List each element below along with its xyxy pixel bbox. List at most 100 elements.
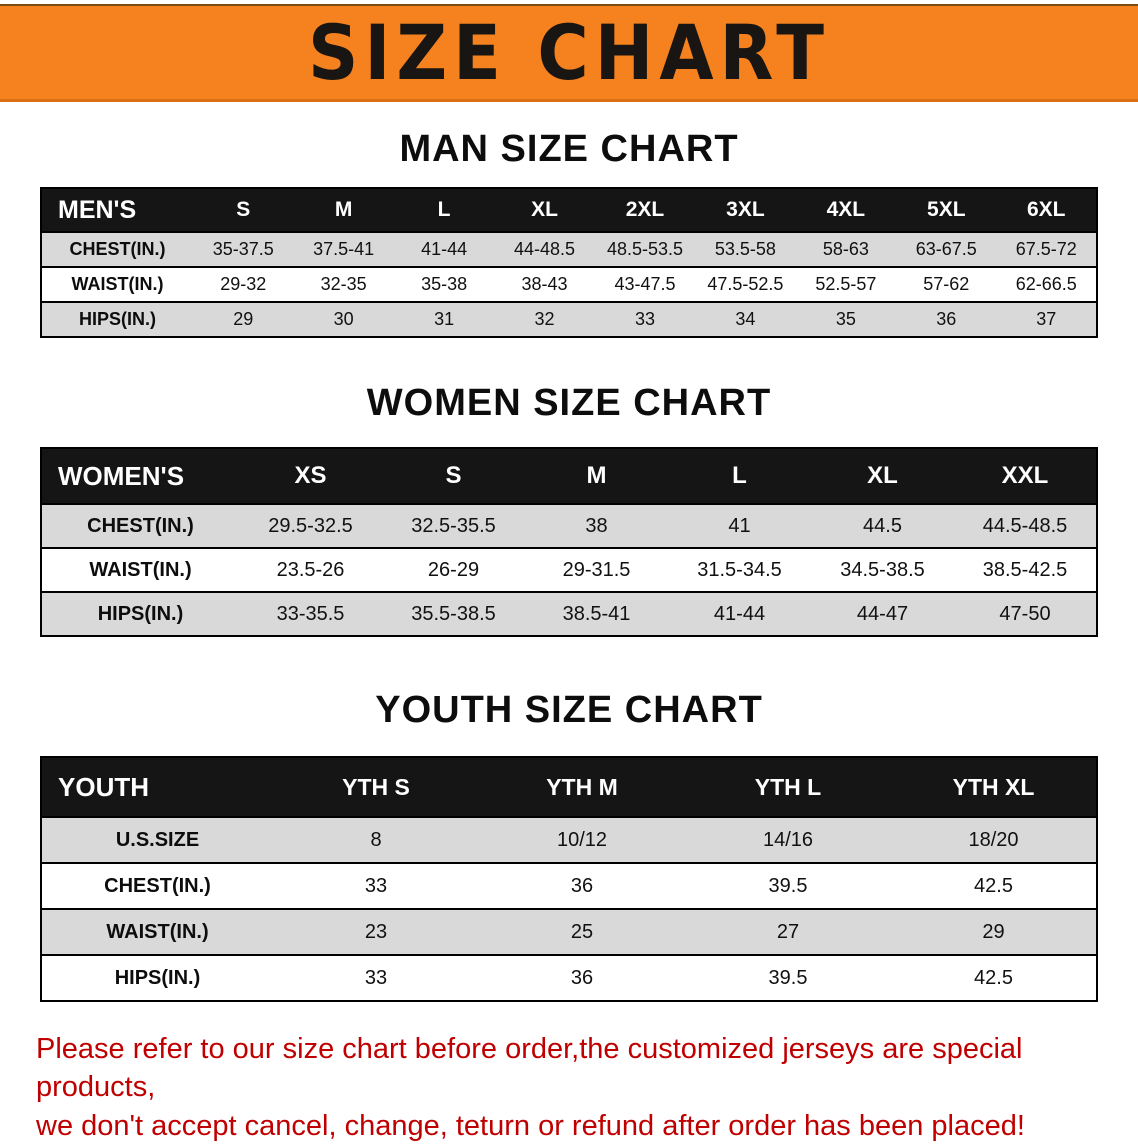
table-row: HIPS(IN.) 29 30 31 32 33 34 35 36 37: [41, 302, 1097, 337]
size-header-cell: YTH XL: [891, 757, 1097, 818]
table-row: CHEST(IN.) 33 36 39.5 42.5: [41, 863, 1097, 909]
value-cell: 29: [233, 309, 254, 329]
value-cell: 41: [728, 514, 751, 537]
value-cell: 38.5-42.5: [982, 558, 1068, 581]
row-label: U.S.SIZE: [115, 828, 200, 851]
value-cell: 32.5-35.5: [411, 514, 496, 537]
value-cell: 34.5-38.5: [840, 558, 925, 581]
value-cell: 35-38: [421, 274, 468, 294]
value-cell: 37: [1036, 309, 1057, 329]
row-label: WAIST(IN.): [71, 274, 164, 294]
value-cell: 35.5-38.5: [411, 602, 496, 625]
size-chart-page: SIZE CHART MAN SIZE CHART MEN'S S M L XL 2XL 3…: [0, 4, 1138, 1145]
value-cell: 44-47: [856, 602, 909, 625]
value-cell: 35-37.5: [212, 239, 274, 259]
table-row: CHEST(IN.) 35-37.5 37.5-41 41-44 44-48.5 48.5…: [41, 232, 1097, 267]
women-size-section: WOMEN SIZE CHART WOMEN'S XS S M L XL XXL CHEST(…: [0, 382, 1138, 637]
value-cell: 44.5-48.5: [982, 514, 1068, 537]
value-cell: 32: [534, 309, 555, 329]
row-label: WAIST(IN.): [89, 558, 192, 581]
value-cell: 47.5-52.5: [707, 274, 784, 294]
size-header-cell: 5XL: [896, 188, 997, 233]
value-cell: 38: [585, 514, 608, 537]
size-header-cell: 3XL: [695, 188, 796, 233]
size-header-cell: M: [525, 448, 668, 505]
disclaimer-line-1: Please refer to our size chart before or…: [36, 1033, 1023, 1104]
row-label: HIPS(IN.): [97, 602, 184, 625]
size-header-cell: YTH L: [685, 757, 891, 818]
value-cell: 23.5-26: [276, 558, 345, 581]
table-title-cell: MEN'S: [41, 188, 193, 233]
size-header-cell: XS: [239, 448, 382, 505]
value-cell: 27: [776, 920, 800, 943]
value-cell: 29: [982, 920, 1005, 943]
men-section-heading: MAN SIZE CHART: [399, 128, 739, 170]
size-header-cell: 6XL: [996, 188, 1097, 233]
row-label: HIPS(IN.): [78, 309, 156, 329]
value-cell: 63-67.5: [915, 239, 977, 259]
men-size-section: MAN SIZE CHART MEN'S S M L XL 2XL 3XL 4XL 5XL 6XL…: [0, 128, 1138, 338]
disclaimer-line-2: we don't accept cancel, change, teturn o…: [36, 1109, 1025, 1142]
youth-size-section: YOUTH SIZE CHART YOUTH YTH S YTH M YTH L YTH…: [0, 689, 1138, 1002]
value-cell: 33: [364, 966, 388, 989]
value-cell: 57-62: [923, 274, 970, 294]
value-cell: 38-43: [521, 274, 568, 294]
size-header-cell: XL: [811, 448, 954, 505]
value-cell: 29-32: [220, 274, 267, 294]
value-cell: 18/20: [968, 828, 1019, 851]
table-row: WAIST(IN.) 29-32 32-35 35-38 38-43 43-47.5 47.…: [41, 267, 1097, 302]
value-cell: 41-44: [421, 239, 468, 259]
size-header-cell: XL: [494, 188, 595, 233]
value-cell: 42.5: [974, 966, 1013, 989]
value-cell: 58-63: [822, 239, 869, 259]
value-cell: 8: [370, 828, 382, 851]
value-cell: 29-31.5: [562, 558, 631, 581]
row-label: CHEST(IN.): [87, 514, 194, 537]
table-row: WAIST(IN.) 23.5-26 26-29 29-31.5 31.5-34.5 34…: [41, 548, 1097, 592]
table-header-row: WOMEN'S XS S M L XL XXL: [41, 448, 1097, 505]
table-header-row: MEN'S S M L XL 2XL 3XL 4XL 5XL 6XL: [41, 188, 1097, 233]
row-label: WAIST(IN.): [106, 920, 209, 943]
size-header-cell: S: [382, 448, 525, 505]
value-cell: 67.5-72: [1015, 239, 1077, 259]
value-cell: 35: [835, 309, 856, 329]
size-header-cell: YTH M: [479, 757, 685, 818]
size-header-cell: 4XL: [795, 188, 897, 233]
size-header-cell: S: [193, 188, 294, 233]
value-cell: 43-47.5: [614, 274, 676, 294]
banner: SIZE CHART: [0, 4, 1138, 102]
women-size-table: WOMEN'S XS S M L XL XXL CHEST(IN.) 29.5-32.5 32.5…: [40, 447, 1098, 637]
table-row: HIPS(IN.) 33 36 39.5 42.5: [41, 955, 1097, 1001]
value-cell: 44.5: [863, 514, 902, 537]
value-cell: 53.5-58: [714, 239, 776, 259]
value-cell: 37.5-41: [313, 239, 375, 259]
table-header-row: YOUTH YTH S YTH M YTH L YTH XL: [41, 757, 1097, 818]
value-cell: 62-66.5: [1015, 274, 1077, 294]
disclaimer: Please refer to our size chart before or…: [0, 1030, 1138, 1145]
table-title-cell: YOUTH: [41, 757, 273, 818]
size-header-cell: YTH S: [273, 757, 479, 818]
value-cell: 14/16: [762, 828, 814, 851]
size-header-cell: L: [668, 448, 811, 505]
value-cell: 48.5-53.5: [606, 239, 683, 259]
value-cell: 39.5: [768, 874, 808, 897]
value-cell: 39.5: [768, 966, 808, 989]
women-section-heading: WOMEN SIZE CHART: [366, 382, 772, 424]
value-cell: 23: [364, 920, 388, 943]
value-cell: 30: [333, 309, 354, 329]
value-cell: 36: [936, 309, 957, 329]
youth-size-table: YOUTH YTH S YTH M YTH L YTH XL U.S.SIZE 8 10/12…: [40, 756, 1098, 1002]
value-cell: 47-50: [999, 602, 1051, 625]
size-header-cell: XXL: [954, 448, 1097, 505]
value-cell: 34: [735, 309, 756, 329]
row-label: HIPS(IN.): [114, 966, 201, 989]
value-cell: 33: [634, 309, 655, 329]
value-cell: 10/12: [556, 828, 608, 851]
table-row: HIPS(IN.) 33-35.5 35.5-38.5 38.5-41 41-44 44-…: [41, 592, 1097, 636]
value-cell: 25: [570, 920, 594, 943]
table-row: U.S.SIZE 8 10/12 14/16 18/20: [41, 817, 1097, 863]
page-title: SIZE CHART: [307, 8, 831, 97]
value-cell: 41-44: [713, 602, 766, 625]
youth-section-heading: YOUTH SIZE CHART: [375, 689, 763, 731]
value-cell: 42.5: [974, 874, 1013, 897]
